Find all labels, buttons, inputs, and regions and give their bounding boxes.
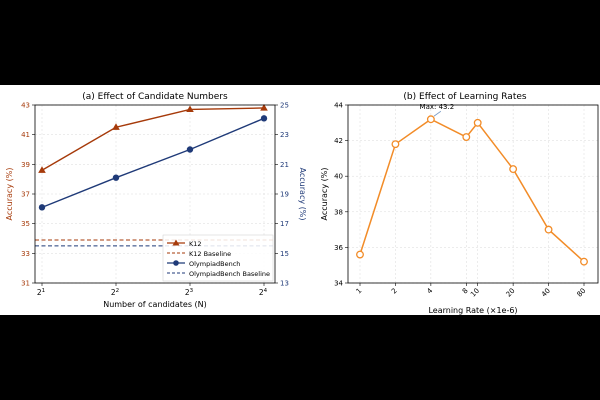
data-point [260,103,268,111]
xtick-label: 1 [355,287,364,296]
legend-item-k12-baseline: K12 Baseline [167,250,231,258]
data-point [38,166,46,173]
xtick-label: 2 [390,287,399,296]
xtick-label: 80 [575,287,587,299]
annotation-max: Max: 43.2 [420,103,455,111]
data-point [356,250,364,259]
xtick-label: 24 [259,288,268,297]
xtick-label: 4 [425,286,434,295]
chart-a-ylabel-right: Accuracy (%) [298,168,307,221]
xtick-label: 21 [37,288,45,297]
legend-label-k12: K12 [189,240,202,248]
ytick-label-left: 31 [21,280,30,288]
chart-a-ylabel-left: Accuracy (%) [5,168,14,221]
xtick-label: 22 [111,288,119,297]
ytick-label: 44 [334,102,343,110]
data-point [509,165,518,174]
series-line [41,117,265,208]
ytick-label-left: 37 [21,191,30,199]
data-point [473,118,482,127]
legend-label-olympiad-baseline: OlympiadBench Baseline [189,270,270,278]
ytick-label-right: 21 [280,161,289,169]
circle-marker-icon [173,260,179,266]
chart-b-frame [347,104,599,284]
figure-canvas: (a) Effect of Candidate Numbers 31 33 35 37… [0,85,600,315]
chart-a-title: (a) Effect of Candidate Numbers [82,92,228,102]
ytick-label-left: 43 [21,102,30,110]
annotation-arrow [433,110,442,117]
ytick-label: 36 [334,244,343,252]
ytick-label: 40 [334,173,343,181]
chart-b-xlabel: Learning Rate (×1e-6) [428,306,517,315]
ytick-label-right: 25 [280,102,289,110]
xtick-label: 8 [461,287,470,296]
legend-label-olympiad: OlympiadBench [189,260,240,268]
data-point [426,115,435,124]
ytick-label: 38 [334,208,343,216]
data-point [580,257,588,266]
ytick-label: 42 [334,137,343,145]
xtick-label: 23 [185,288,194,297]
legend-item-olympiad: OlympiadBench [167,260,240,268]
series-line [359,118,585,263]
xtick-label: 40 [540,287,552,299]
legend-item-olympiad-baseline: OlympiadBench Baseline [167,270,270,278]
data-point [462,133,471,141]
data-point [112,174,120,181]
chart-a-xlabel: Number of candidates (N) [103,300,207,309]
data-point [391,140,400,149]
ytick-label-left: 35 [21,220,30,228]
xtick-label: 10 [469,287,481,299]
ytick-label-left: 41 [21,131,30,139]
ytick-label: 34 [334,280,343,288]
ytick-label-right: 19 [280,191,289,199]
data-point [186,146,194,153]
legend-label-k12-baseline: K12 Baseline [189,250,231,258]
ytick-label-right: 13 [280,280,289,288]
xtick-label: 20 [505,287,517,299]
figure-svg: (a) Effect of Candidate Numbers 31 33 35 37… [5,92,599,315]
data-point [544,225,553,234]
chart-a-legend: K12 K12 Baseline OlympiadBench OlympiadB… [162,234,274,282]
data-point [186,105,194,113]
data-point [112,123,120,130]
triangle-marker-icon [172,239,180,246]
ytick-label-right: 15 [280,250,289,258]
chart-a: (a) Effect of Candidate Numbers 31 33 35 37… [5,92,307,309]
data-point [260,115,268,122]
ytick-label-left: 33 [21,250,30,258]
ytick-label-right: 23 [280,131,289,139]
series-line [41,107,265,171]
data-point [38,204,46,211]
legend-item-k12: K12 [167,239,202,248]
chart-b: (b) Effect of Learning Rates 34363840424… [320,92,599,315]
chart-b-title: (b) Effect of Learning Rates [403,92,526,102]
ytick-label-left: 39 [21,161,30,169]
ytick-label-right: 17 [280,220,289,228]
chart-b-ylabel: Accuracy (%) [320,168,329,221]
